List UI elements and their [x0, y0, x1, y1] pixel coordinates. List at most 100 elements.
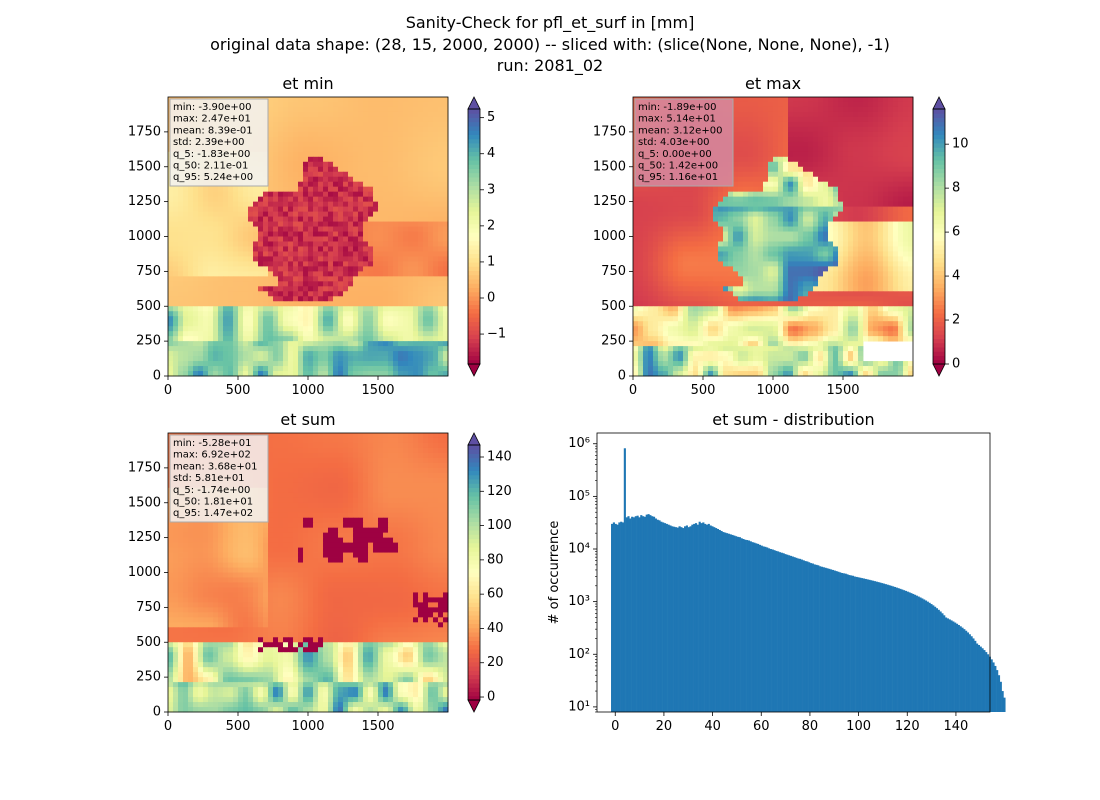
- histogram-bar: [746, 540, 749, 712]
- histogram-bar: [992, 662, 995, 712]
- histogram-bar: [970, 636, 973, 712]
- histogram-bar: [923, 599, 926, 712]
- histogram-bar: [744, 539, 747, 712]
- histogram-bar: [740, 538, 743, 712]
- histogram-bar: [685, 525, 688, 712]
- colorbar-tick-label: 4: [952, 269, 960, 284]
- y-tick-label: 10⁴: [568, 542, 590, 557]
- histogram-bar: [731, 534, 734, 712]
- histogram-bar: [937, 609, 940, 712]
- histogram-bar: [784, 554, 787, 712]
- y-tick-label: 1250: [593, 194, 626, 209]
- histogram-bar: [757, 543, 760, 712]
- histogram-bar: [727, 533, 730, 712]
- histogram-bar: [654, 518, 657, 712]
- histogram-bar: [943, 615, 946, 712]
- colorbar-tick-label: −1: [487, 327, 506, 342]
- histogram-bar: [994, 665, 997, 712]
- histogram-bar: [614, 523, 617, 712]
- histogram-bar: [642, 516, 645, 712]
- histogram-bar: [901, 589, 904, 712]
- histogram-bar: [762, 546, 765, 712]
- histogram-bar: [643, 516, 646, 712]
- x-tick-label: 1000: [291, 719, 324, 734]
- y-tick-label: 10⁶: [568, 436, 590, 451]
- subplot-title: et min: [282, 74, 333, 93]
- stats-line: min: -5.28e+01: [173, 438, 252, 449]
- y-tick-label: 0: [153, 369, 161, 384]
- histogram-bar: [724, 532, 727, 712]
- colorbar-extend-bottom: [467, 699, 481, 713]
- colorbar-frame: [932, 108, 946, 365]
- histogram-bar: [839, 572, 842, 712]
- x-tick-label: 0: [629, 383, 637, 398]
- histogram-bar: [631, 516, 634, 712]
- histogram-bar: [954, 622, 957, 712]
- histogram-bar: [926, 601, 929, 712]
- x-tick-label: 80: [802, 719, 819, 734]
- histogram-bar: [846, 574, 849, 712]
- y-tick-label: 1500: [128, 495, 161, 510]
- histogram-bar: [917, 596, 920, 712]
- y-tick-label: 1500: [593, 159, 626, 174]
- histogram-bar: [861, 578, 864, 712]
- histogram-bar: [662, 522, 665, 712]
- histogram-bar: [866, 579, 869, 712]
- histogram-bar: [704, 523, 707, 712]
- histogram-bar: [733, 535, 736, 712]
- histogram-bar: [924, 600, 928, 712]
- histogram-bar: [764, 546, 767, 712]
- histogram-bar: [736, 536, 740, 712]
- histogram-bar: [663, 523, 667, 712]
- histogram-bar: [687, 527, 690, 712]
- histogram-bar: [968, 634, 971, 712]
- histogram-bar: [955, 623, 959, 712]
- histogram-bar: [742, 538, 745, 712]
- x-tick-label: 0: [164, 719, 172, 734]
- histogram-bar: [632, 517, 636, 712]
- histogram-bar: [804, 561, 807, 712]
- histogram-bar: [835, 571, 838, 712]
- histogram-bar: [959, 626, 962, 712]
- histogram-bar: [709, 525, 712, 712]
- histogram-bar: [753, 542, 756, 712]
- histogram-bar: [857, 577, 860, 712]
- histogram-bar: [882, 583, 886, 712]
- y-tick-label: 1000: [128, 229, 161, 244]
- histogram-bar: [758, 544, 761, 712]
- y-tick-label: 10³: [568, 594, 590, 609]
- histogram-bar: [848, 575, 851, 712]
- histogram-bar: [636, 515, 639, 712]
- stats-line: min: -3.90e+00: [173, 102, 252, 113]
- histogram-bar: [689, 526, 692, 712]
- histogram-bar: [921, 598, 924, 712]
- subplot-2: et max 0 500 1000 1500 0 250 500 750 1000 1250 1500…: [593, 74, 969, 398]
- x-tick-label: 1000: [756, 383, 789, 398]
- stats-line: std: 4.03e+00: [638, 137, 710, 148]
- histogram-bar: [870, 580, 873, 712]
- stats-line: std: 5.81e+01: [173, 473, 245, 484]
- y-tick-label: 0: [618, 369, 626, 384]
- histogram-bar: [773, 550, 776, 712]
- y-tick-label: 1000: [593, 229, 626, 244]
- histogram-bar: [625, 517, 628, 712]
- histogram-bar: [652, 516, 656, 712]
- histogram-bar: [667, 524, 670, 712]
- histogram-bar: [819, 566, 822, 712]
- figure-title-line-1: Sanity-Check for pfl_et_surf in [mm]: [405, 13, 695, 32]
- histogram-bar: [828, 568, 831, 712]
- histogram-bar: [760, 545, 763, 712]
- stats-line: q_50: 2.11e-01: [173, 161, 248, 172]
- stats-line: q_50: 1.42e+00: [638, 161, 718, 172]
- histogram-bar: [694, 523, 698, 712]
- colorbar-extend-top: [467, 96, 481, 110]
- histogram-bar: [702, 522, 705, 712]
- colorbar-extend-bottom: [932, 363, 946, 377]
- stats-box-background: [169, 98, 269, 187]
- histogram-bar: [948, 619, 951, 712]
- colorbar: 0 20 40 60 80 100 120 140: [467, 432, 512, 713]
- x-tick-label: 20: [656, 719, 673, 734]
- histogram-bar: [778, 552, 782, 712]
- y-tick-label: 1250: [128, 194, 161, 209]
